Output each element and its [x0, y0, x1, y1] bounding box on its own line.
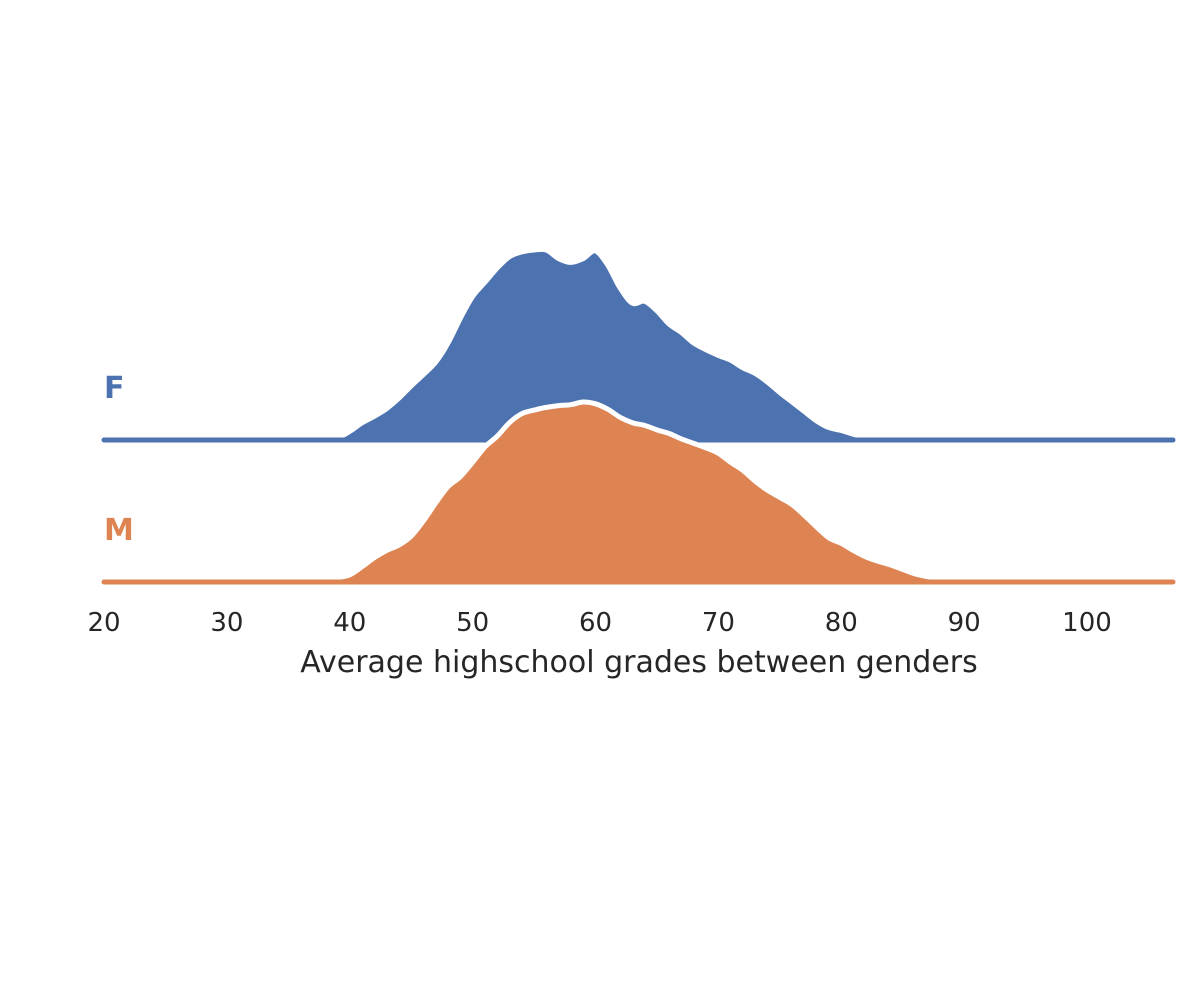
density-outline-f	[103, 246, 1173, 443]
x-axis-ticks: 20 30 40 50 60 70 80 90 100	[87, 608, 1111, 638]
x-tick-label: 30	[210, 608, 243, 638]
x-tick-label: 70	[702, 608, 735, 638]
row-label-f: F	[104, 371, 125, 406]
x-tick-label: 90	[948, 608, 981, 638]
x-tick-label: 80	[825, 608, 858, 638]
density-area-f	[104, 249, 1173, 441]
x-tick-label: 40	[333, 608, 366, 638]
x-tick-label: 100	[1062, 608, 1112, 638]
density-outline-m	[103, 399, 1174, 585]
ridge-m: M	[101, 399, 1176, 585]
ridge-f: F	[101, 246, 1176, 443]
density-area-m	[104, 401, 1173, 583]
ridges-group: FM	[101, 246, 1176, 585]
x-tick-label: 50	[456, 608, 489, 638]
x-tick-label: 20	[87, 608, 120, 638]
row-label-m: M	[104, 513, 134, 548]
x-tick-label: 60	[579, 608, 612, 638]
x-axis-title: Average highschool grades between gender…	[300, 645, 978, 680]
